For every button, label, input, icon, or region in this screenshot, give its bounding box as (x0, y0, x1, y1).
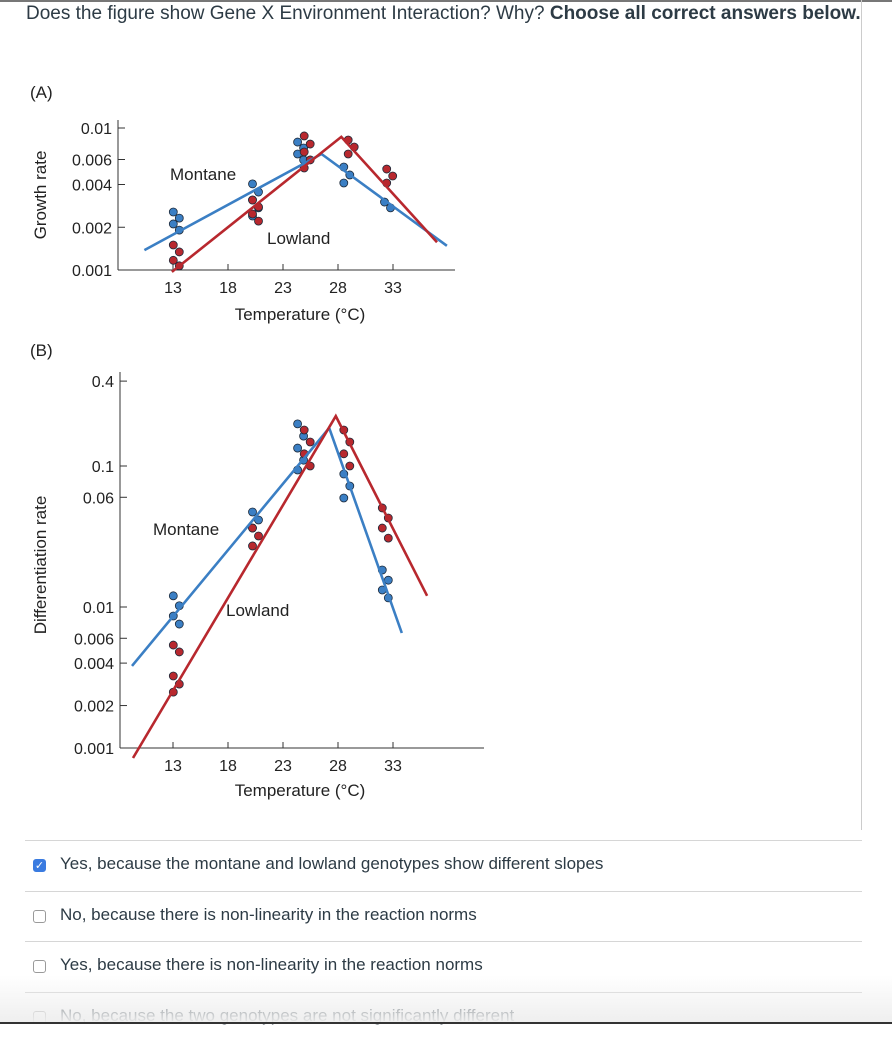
y-tick-label: 0.4 (92, 374, 114, 391)
y-tick-label: 0.002 (74, 699, 114, 716)
data-point-montane (248, 179, 257, 189)
series-label-montane: Montane (170, 165, 236, 184)
x-tick-label: 13 (164, 280, 182, 297)
y-tick-label: 0.006 (72, 153, 112, 170)
data-point-montane (168, 207, 178, 217)
data-point-montane (174, 213, 184, 223)
data-point-lowland (254, 216, 263, 226)
option-label: Yes, because there is non-linearity in t… (60, 955, 483, 974)
data-point-montane (293, 419, 303, 429)
data-point-lowland (168, 640, 178, 650)
answer-option-1[interactable]: ✓ Yes, because the montane and lowland g… (25, 840, 862, 891)
question-text: Does the figure show Gene X Environment … (26, 0, 876, 30)
checkbox[interactable] (33, 960, 46, 973)
data-point-lowland (254, 531, 263, 541)
answer-option-2[interactable]: No, because there is non-linearity in th… (25, 891, 862, 942)
data-point-lowland (248, 209, 257, 219)
data-point-montane (168, 219, 178, 229)
question-prompt: Does the figure show Gene X Environment … (26, 3, 545, 24)
y-tick-label: 0.06 (83, 490, 114, 507)
data-point-montane (174, 619, 184, 629)
data-point-montane (383, 575, 393, 585)
answer-option-3[interactable]: Yes, because there is non-linearity in t… (25, 941, 862, 992)
top-border (0, 0, 892, 2)
reaction-norm-line-lowland (171, 135, 438, 273)
y-tick-label: 0.01 (83, 600, 114, 617)
y-axis-label: Growth rate (31, 151, 50, 240)
x-tick-label: 28 (329, 280, 347, 297)
data-point-lowland (168, 255, 178, 265)
x-axis-label: Temperature (°C) (235, 781, 366, 800)
answer-option-4[interactable]: No, because the two genotypes are not si… (25, 992, 862, 1043)
data-point-lowland (299, 425, 309, 435)
data-point-lowland (343, 149, 353, 159)
data-point-lowland (339, 449, 349, 459)
y-tick-label: 0.006 (74, 631, 114, 648)
reaction-norm-line-lowland (131, 413, 429, 759)
right-border (861, 0, 862, 830)
series-label-montane: Montane (153, 520, 219, 539)
data-point-montane (248, 507, 257, 517)
checkbox[interactable] (33, 910, 46, 923)
y-tick-label: 0.002 (72, 220, 112, 237)
question-instruction: Choose all correct answers below. (549, 3, 861, 24)
data-point-lowland (168, 671, 178, 681)
x-tick-label: 33 (384, 758, 402, 775)
data-point-montane (293, 137, 303, 147)
y-axis-label: Differentiation rate (31, 496, 50, 635)
data-point-lowland (248, 195, 257, 205)
x-tick-label: 18 (219, 758, 237, 775)
y-tick-label: 0.1 (92, 459, 114, 476)
x-tick-label: 23 (274, 280, 292, 297)
y-tick-label: 0.001 (74, 741, 114, 758)
x-tick-label: 13 (164, 758, 182, 775)
x-axis-label: Temperature (°C) (235, 305, 366, 324)
data-point-lowland (388, 171, 398, 181)
data-point-lowland (305, 139, 315, 149)
data-point-montane (168, 591, 178, 601)
y-tick-label: 0.001 (72, 263, 112, 280)
y-tick-label: 0.004 (72, 178, 112, 195)
data-point-montane (339, 178, 349, 188)
data-point-lowland (168, 240, 178, 250)
option-label: Yes, because the montane and lowland gen… (60, 854, 604, 873)
data-point-lowland (174, 647, 184, 657)
x-tick-label: 33 (384, 280, 402, 297)
data-point-lowland (299, 147, 309, 157)
checkbox-checked[interactable]: ✓ (33, 859, 46, 872)
panel-label: (A) (30, 83, 53, 102)
y-tick-label: 0.01 (81, 121, 112, 138)
data-point-lowland (299, 131, 309, 141)
data-point-montane (293, 443, 303, 453)
y-tick-label: 0.004 (74, 656, 114, 673)
panel-label: (B) (30, 341, 53, 360)
data-point-lowland (248, 523, 257, 533)
option-label: No, because there is non-linearity in th… (60, 905, 477, 924)
series-label-lowland: Lowland (267, 229, 330, 248)
data-point-lowland (383, 533, 393, 543)
data-point-lowland (345, 461, 355, 471)
data-point-lowland (305, 437, 315, 447)
data-point-montane (339, 493, 349, 503)
data-point-lowland (174, 247, 184, 257)
x-tick-label: 28 (329, 758, 347, 775)
x-tick-label: 18 (219, 280, 237, 297)
data-point-lowland (382, 164, 392, 174)
data-point-lowland (377, 523, 387, 533)
bottom-border (0, 1022, 892, 1024)
series-label-lowland: Lowland (226, 601, 289, 620)
figure: (A) 0.01 0.006 0.004 0.002 0.001 13 18 23 28 33 Tem… (30, 83, 484, 800)
data-point-lowland (248, 541, 257, 551)
x-tick-label: 23 (274, 758, 292, 775)
